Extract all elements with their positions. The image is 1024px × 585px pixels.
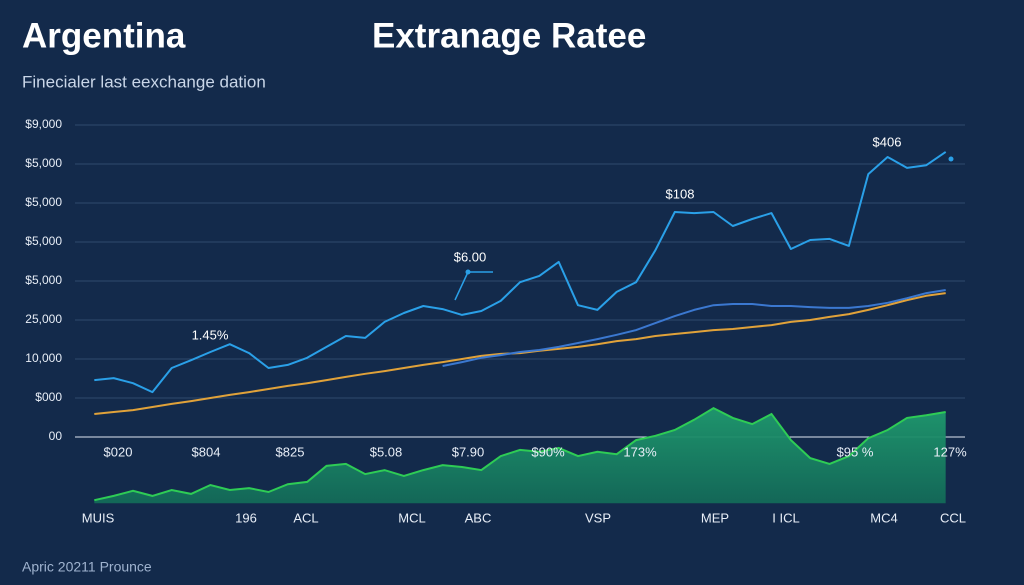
y-tick-label: $5,000 xyxy=(25,234,62,248)
x-label-top: $95 % xyxy=(837,444,874,459)
x-label-top: $804 xyxy=(192,444,221,459)
x-label-bottom: ABC xyxy=(465,510,492,525)
annotation: $108 xyxy=(666,186,695,201)
plot xyxy=(94,151,947,504)
area-line xyxy=(94,406,946,502)
x-label-bottom: MEP xyxy=(701,510,729,525)
x-label-bottom: MCL xyxy=(398,510,425,525)
annotation: $6.00 xyxy=(454,249,487,264)
y-tick-label: $9,000 xyxy=(25,117,62,131)
x-label-bottom: MUIS xyxy=(82,510,115,525)
end-dot xyxy=(948,156,954,162)
x-label-bottom: ACL xyxy=(293,510,318,525)
x-label-top: $825 xyxy=(276,444,305,459)
chart-title: Extranage Ratee xyxy=(372,16,646,55)
x-label-bottom: MC4 xyxy=(870,510,897,525)
x-label-bottom: 196 xyxy=(235,510,257,525)
annotation: 1.45% xyxy=(192,327,229,342)
y-tick-label: $5,000 xyxy=(25,195,62,209)
y-tick-label: $000 xyxy=(35,390,62,404)
y-tick-label: $5,000 xyxy=(25,273,62,287)
x-label-top: $7.90 xyxy=(452,444,485,459)
x-label-top: $020 xyxy=(104,444,133,459)
line xyxy=(94,292,946,415)
grid xyxy=(75,124,965,438)
annotation: $406 xyxy=(873,134,902,149)
footer: Apric 20211 Prounce xyxy=(22,559,152,575)
x-label-bottom: VSP xyxy=(585,510,611,525)
annotation-dot xyxy=(465,269,471,275)
title-left: Argentina xyxy=(22,16,186,55)
line xyxy=(94,151,947,394)
area xyxy=(94,408,946,504)
y-tick-label: 25,000 xyxy=(25,312,62,326)
y-tick-label: 00 xyxy=(49,429,63,443)
x-label-bottom: I ICL xyxy=(772,510,799,525)
x-label-top: $90% xyxy=(531,444,565,459)
x-label-top: 173% xyxy=(623,444,657,459)
x-label-top: $5.08 xyxy=(370,444,403,459)
subtitle: Finecialer last eexchange dation xyxy=(22,72,266,91)
labels: $9,000 $5,000 $5,000 $5,000 $5,000 25,000 10,0… xyxy=(25,117,967,525)
line xyxy=(442,289,946,367)
y-tick-label: 10,000 xyxy=(25,351,62,365)
x-label-bottom: CCL xyxy=(940,510,966,525)
y-tick-label: $5,000 xyxy=(25,156,62,170)
x-label-top: 127% xyxy=(933,444,967,459)
